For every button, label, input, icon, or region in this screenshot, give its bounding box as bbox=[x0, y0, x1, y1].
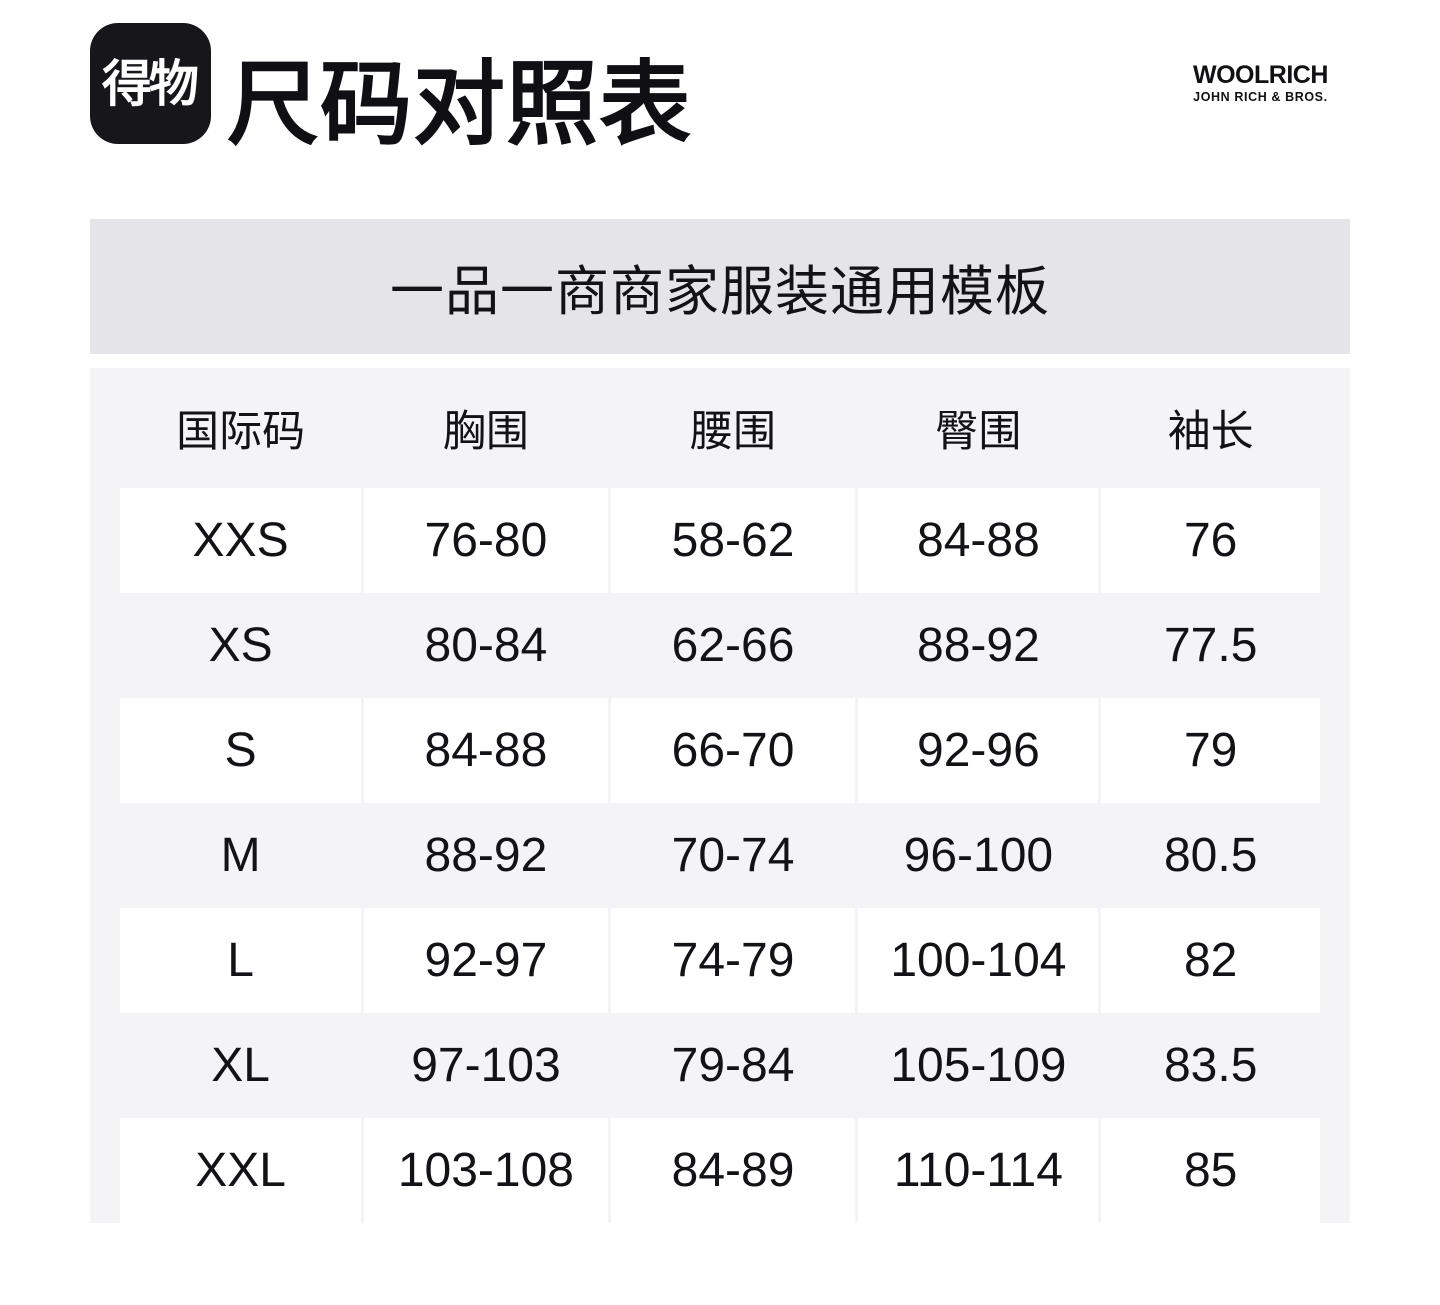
table-row-l: L 92-97 74-79 100-104 82 bbox=[120, 908, 1320, 1013]
table-cell: 58-62 bbox=[610, 488, 856, 593]
woolrich-logo: WOOLRICH JOHN RICH & BROS. bbox=[1193, 63, 1328, 104]
table-cell: 97-103 bbox=[411, 1039, 561, 1092]
table-row-xxl: XXL 103-108 84-89 110-114 85 bbox=[120, 1118, 1320, 1223]
table-cell: 92-97 bbox=[364, 908, 608, 1013]
size-label: S bbox=[120, 698, 362, 803]
column-header-waist: 腰围 bbox=[690, 408, 777, 456]
table-cell: 70-74 bbox=[671, 829, 795, 882]
table-cell: 66-70 bbox=[610, 698, 856, 803]
table-cell: 80-84 bbox=[424, 619, 548, 672]
size-table: 国际码 胸围 腰围 臀围 袖长 XXS 76-80 58-62 84-88 76… bbox=[117, 368, 1323, 1223]
table-cell: 103-108 bbox=[364, 1118, 608, 1223]
size-label: XL bbox=[211, 1039, 270, 1092]
size-label: L bbox=[120, 908, 362, 1013]
table-cell: 74-79 bbox=[610, 908, 856, 1013]
table-cell: 85 bbox=[1101, 1118, 1320, 1223]
header-row: 国际码 胸围 腰围 臀围 袖长 bbox=[120, 368, 1320, 488]
size-label: XXL bbox=[120, 1118, 362, 1223]
table-cell: 62-66 bbox=[671, 619, 795, 672]
template-banner-text: 一品一商商家服装通用模板 bbox=[390, 262, 1050, 322]
table-cell: 82 bbox=[1101, 908, 1320, 1013]
column-header-intl-size: 国际码 bbox=[176, 408, 306, 456]
table-cell: 84-89 bbox=[610, 1118, 856, 1223]
table-cell: 105-109 bbox=[890, 1039, 1067, 1092]
column-header-sleeve-length: 袖长 bbox=[1167, 408, 1254, 456]
size-table-panel: 国际码 胸围 腰围 臀围 袖长 XXS 76-80 58-62 84-88 76… bbox=[90, 368, 1350, 1223]
table-row-m: M 88-92 70-74 96-100 80.5 bbox=[120, 803, 1320, 908]
table-cell: 79 bbox=[1101, 698, 1320, 803]
table-cell: 110-114 bbox=[858, 1118, 1099, 1223]
brand-name: WOOLRICH bbox=[1193, 61, 1328, 89]
table-cell: 100-104 bbox=[858, 908, 1099, 1013]
column-header-hip: 臀围 bbox=[935, 408, 1022, 456]
table-cell: 76-80 bbox=[364, 488, 608, 593]
size-label: XS bbox=[208, 619, 273, 672]
table-cell: 92-96 bbox=[858, 698, 1099, 803]
dewu-logo: 得物 bbox=[90, 23, 211, 144]
table-cell: 88-92 bbox=[917, 619, 1040, 672]
table-row-xs: XS 80-84 62-66 88-92 77.5 bbox=[120, 593, 1320, 698]
table-cell: 77.5 bbox=[1163, 619, 1258, 672]
table-cell: 88-92 bbox=[424, 829, 548, 882]
page-title: 尺码对照表 bbox=[227, 54, 693, 156]
table-cell: 84-88 bbox=[364, 698, 608, 803]
size-label: M bbox=[220, 829, 261, 882]
table-cell: 83.5 bbox=[1163, 1039, 1258, 1092]
column-header-bust: 胸围 bbox=[442, 408, 529, 456]
dewu-logo-text: 得物 bbox=[102, 55, 199, 112]
table-row-xxs: XXS 76-80 58-62 84-88 76 bbox=[120, 488, 1320, 593]
template-banner: 一品一商商家服装通用模板 bbox=[90, 219, 1350, 354]
table-cell: 79-84 bbox=[671, 1039, 795, 1092]
table-row-xl: XL 97-103 79-84 105-109 83.5 bbox=[120, 1013, 1320, 1118]
table-row-s: S 84-88 66-70 92-96 79 bbox=[120, 698, 1320, 803]
table-cell: 96-100 bbox=[903, 829, 1054, 882]
table-cell: 76 bbox=[1101, 488, 1320, 593]
brand-subtitle: JOHN RICH & BROS. bbox=[1193, 90, 1328, 104]
table-cell: 80.5 bbox=[1163, 829, 1258, 882]
size-label: XXS bbox=[120, 488, 362, 593]
table-cell: 84-88 bbox=[858, 488, 1099, 593]
